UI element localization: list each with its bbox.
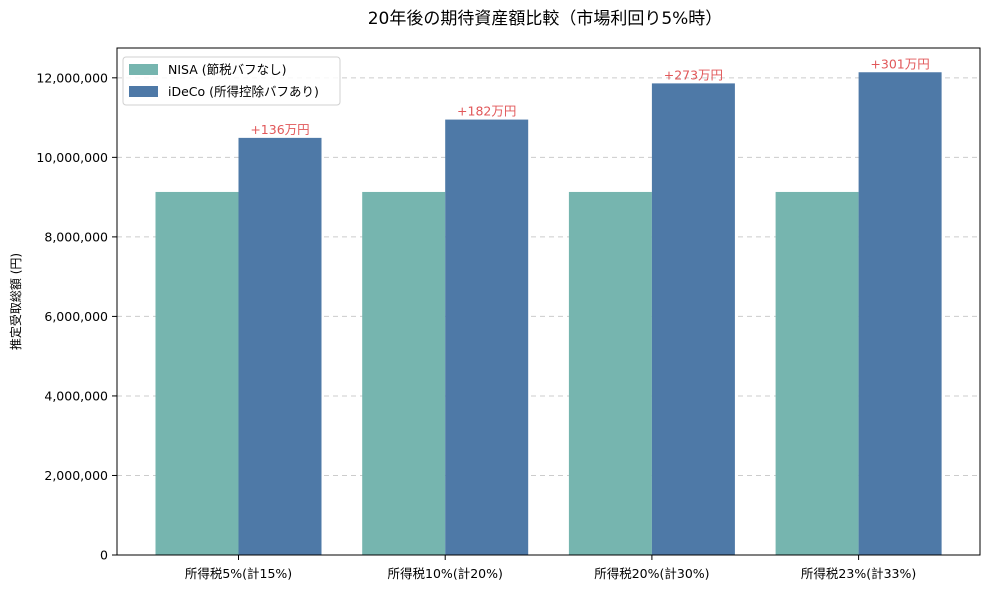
y-tick-label: 12,000,000: [36, 70, 108, 85]
ideco-bar: [238, 137, 322, 556]
legend-swatch: [129, 86, 158, 97]
bar-annotation: +301万円: [870, 56, 929, 71]
ideco-bar: [858, 72, 942, 555]
bar-annotation: +273万円: [664, 67, 723, 82]
chart-title: 20年後の期待資産額比較（市場利回り5%時）: [368, 9, 723, 29]
nisa-bar: [775, 191, 859, 555]
bar-annotation: +136万円: [250, 122, 309, 137]
nisa-bar: [362, 191, 446, 555]
x-axis-ticks: 所得税5%(計15%) 所得税10%(計20%) 所得税20%(計30%) 所得税23…: [185, 555, 916, 581]
legend-box: [122, 56, 341, 106]
y-tick-label: 0: [100, 548, 108, 563]
ideco-bar: [445, 119, 529, 555]
y-tick-label: 10,000,000: [36, 150, 108, 165]
legend: NISA (節税バフなし) iDeCo (所得控除バフあり): [122, 56, 341, 106]
y-axis-label: 推定受取総額 (円): [8, 253, 23, 350]
legend-swatch: [129, 64, 158, 75]
y-tick-label: 8,000,000: [44, 229, 108, 244]
y-tick-label: 6,000,000: [44, 309, 108, 324]
nisa-bar: [155, 191, 239, 555]
legend-label: iDeCo (所得控除バフあり): [168, 84, 319, 99]
x-tick-label: 所得税5%(計15%): [185, 566, 292, 581]
x-tick-label: 所得税20%(計30%): [594, 566, 709, 581]
bar-annotation: +182万円: [457, 104, 516, 119]
bar-annotations: +136万円 +182万円 +273万円 +301万円: [250, 56, 929, 137]
legend-label: NISA (節税バフなし): [168, 62, 286, 77]
ideco-bar: [651, 83, 735, 555]
bars: [155, 72, 942, 556]
x-tick-label: 所得税10%(計20%): [388, 566, 503, 581]
y-tick-label: 4,000,000: [44, 388, 108, 403]
x-tick-label: 所得税23%(計33%): [801, 566, 916, 581]
plot-frame: [116, 47, 981, 556]
y-axis-ticks: 0 2,000,000 4,000,000 6,000,000 8,000,000 10,…: [36, 70, 117, 563]
nisa-bar: [568, 191, 652, 555]
y-tick-label: 2,000,000: [44, 468, 108, 483]
